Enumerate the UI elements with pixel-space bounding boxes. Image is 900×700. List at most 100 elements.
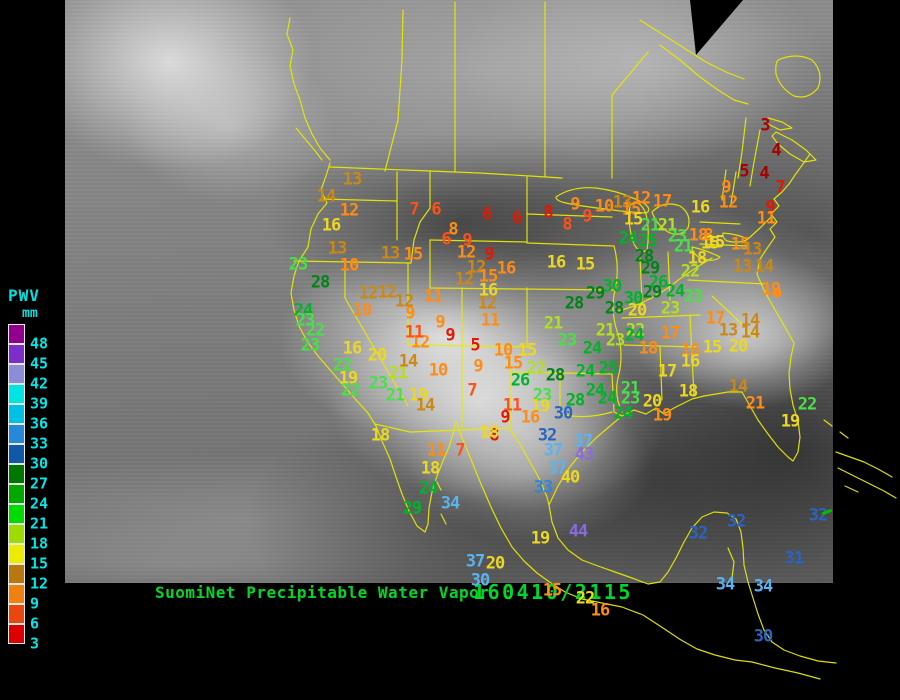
station-value: 24 bbox=[585, 380, 606, 401]
station-value: 16 bbox=[496, 258, 517, 279]
station-value: 24 bbox=[613, 403, 634, 424]
station-value: 24 bbox=[293, 300, 314, 321]
station-value: 22 bbox=[575, 588, 596, 609]
station-value: 11 bbox=[426, 440, 447, 461]
station-value: 15 bbox=[575, 254, 596, 275]
station-value: 10 bbox=[594, 196, 615, 217]
legend-swatch bbox=[8, 544, 25, 564]
station-value: 32 bbox=[688, 523, 709, 544]
station-value: 3 bbox=[760, 115, 770, 136]
legend-swatch bbox=[8, 384, 25, 404]
legend-swatch bbox=[8, 584, 25, 604]
station-value: 21 bbox=[388, 363, 409, 384]
legend-label: 36 bbox=[30, 414, 49, 433]
station-value: 30 bbox=[753, 626, 774, 647]
station-value: 15 bbox=[542, 580, 563, 601]
station-value: 9 bbox=[462, 230, 472, 251]
legend-label: 12 bbox=[30, 574, 49, 593]
station-value: 19 bbox=[338, 368, 359, 389]
station-value: 18 bbox=[370, 425, 391, 446]
station-value: 10 bbox=[339, 255, 360, 276]
legend-swatch bbox=[8, 404, 25, 424]
station-value: 9 bbox=[500, 407, 510, 428]
station-value: 15 bbox=[700, 233, 721, 254]
station-value: 13 bbox=[380, 243, 401, 264]
legend-label: 24 bbox=[30, 494, 49, 513]
station-value: 28 bbox=[634, 246, 655, 267]
station-value: 16 bbox=[478, 280, 499, 301]
station-value: 26 bbox=[510, 370, 531, 391]
great-lakes bbox=[555, 187, 773, 261]
station-value: 9 bbox=[435, 312, 445, 333]
legend-swatch bbox=[8, 324, 25, 344]
station-value: 24 bbox=[575, 361, 596, 382]
legend-label: 48 bbox=[30, 334, 49, 353]
station-value: 34 bbox=[753, 576, 774, 597]
station-value: 23 bbox=[683, 286, 704, 307]
station-value: 21 bbox=[745, 393, 766, 414]
station-value: 17 bbox=[652, 191, 673, 212]
station-value: 9 bbox=[765, 197, 775, 218]
pwv-legend: PWV mm 48 45 42 39 36 33 30 27 24 21 18 15 12 9 6 3 bbox=[4, 288, 64, 664]
product-timestamp: 160410/2115 bbox=[473, 580, 633, 604]
station-value: 21 bbox=[595, 320, 616, 341]
legend-swatch bbox=[8, 444, 25, 464]
satellite-imagery bbox=[65, 0, 833, 583]
station-value: 14 bbox=[728, 376, 749, 397]
station-value: 21 bbox=[620, 378, 641, 399]
legend-swatch bbox=[8, 464, 25, 484]
station-value: 14 bbox=[415, 395, 436, 416]
station-value: 23 bbox=[667, 226, 688, 247]
station-value: 12 bbox=[410, 332, 431, 353]
legend-label: 27 bbox=[30, 474, 49, 493]
station-value: 13 bbox=[342, 169, 363, 190]
station-value: 24 bbox=[665, 281, 686, 302]
station-value: 8 bbox=[543, 202, 553, 223]
station-value: 37 bbox=[465, 551, 486, 572]
station-value: 15 bbox=[623, 209, 644, 230]
station-value: 8 bbox=[489, 425, 499, 446]
station-value: 16 bbox=[680, 340, 701, 361]
station-value: 9 bbox=[570, 194, 580, 215]
station-value: 9 bbox=[473, 356, 483, 377]
station-value: 15 bbox=[621, 199, 642, 220]
station-value: 17 bbox=[705, 308, 726, 329]
station-value: 23 bbox=[532, 385, 553, 406]
station-value: 22 bbox=[332, 355, 353, 376]
station-value: 37 bbox=[543, 440, 564, 461]
station-value: 14 bbox=[740, 322, 761, 343]
station-value: 6 bbox=[441, 229, 451, 250]
station-value: 32 bbox=[537, 425, 558, 446]
station-value: 16 bbox=[690, 197, 711, 218]
station-value: 6 bbox=[512, 208, 522, 229]
station-value: 22 bbox=[526, 358, 547, 379]
station-value: 34 bbox=[440, 493, 461, 514]
station-value: 12 bbox=[377, 282, 398, 303]
station-value: 24 bbox=[618, 228, 639, 249]
station-value: 21 bbox=[673, 236, 694, 257]
station-value: 29 bbox=[642, 282, 663, 303]
legend-swatch bbox=[8, 624, 25, 644]
product-title: SuomiNet Precipitable Water Vapor bbox=[155, 583, 490, 602]
station-value: 15 bbox=[702, 337, 723, 358]
station-value: 23 bbox=[605, 330, 626, 351]
station-value: 24 bbox=[582, 338, 603, 359]
station-value: 9 bbox=[445, 325, 455, 346]
station-value: 16 bbox=[546, 252, 567, 273]
station-value: 15 bbox=[403, 244, 424, 265]
station-value: 29 bbox=[402, 498, 423, 519]
station-value: 14 bbox=[754, 256, 775, 277]
station-value: 18 bbox=[638, 338, 659, 359]
marker-dot bbox=[772, 288, 782, 298]
station-value: 15 bbox=[478, 266, 499, 287]
station-value: 18 bbox=[687, 248, 708, 269]
station-value: 28 bbox=[545, 365, 566, 386]
station-value: 12 bbox=[466, 257, 487, 278]
legend-swatch bbox=[8, 424, 25, 444]
station-value: 9 bbox=[405, 303, 415, 324]
station-value: 30 bbox=[553, 403, 574, 424]
legend-swatches: 48 45 42 39 36 33 30 27 24 21 18 15 12 9 6 3 bbox=[4, 324, 64, 664]
legend-heading: PWV bbox=[8, 286, 40, 305]
station-value: 11 bbox=[756, 208, 777, 229]
